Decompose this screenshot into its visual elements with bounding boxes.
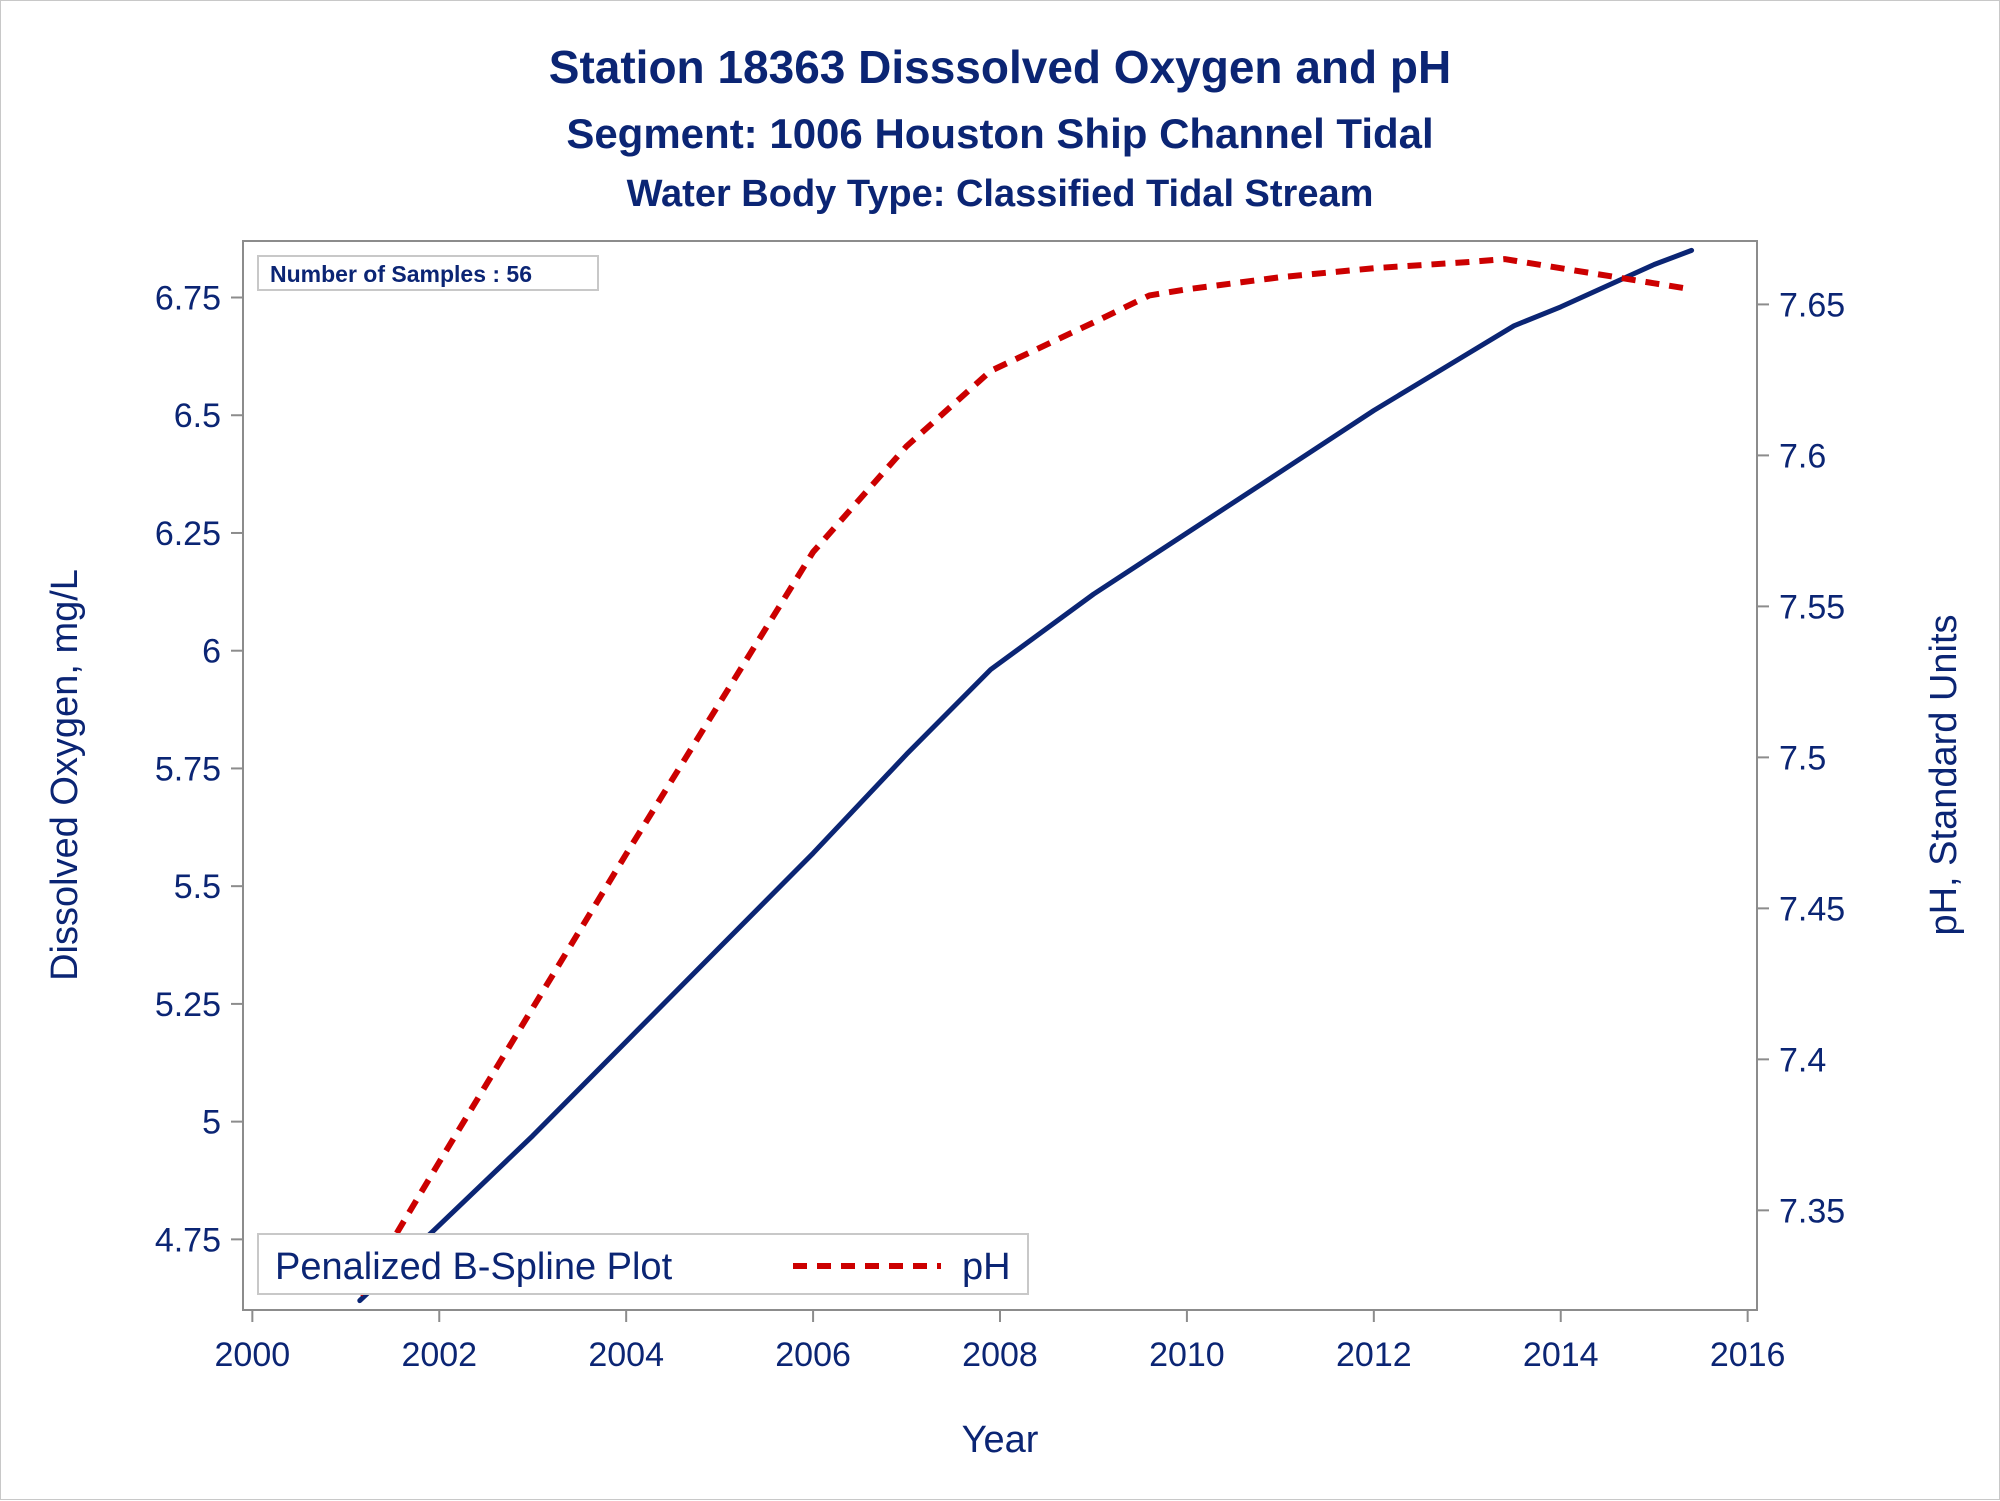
x-axis-label: Year (962, 1419, 1039, 1461)
y-axis-label: Dissolved Oxygen, mg/L (44, 569, 86, 981)
y-tick-label: 4.75 (155, 1221, 221, 1259)
chart-subtitle-2: Water Body Type: Classified Tidal Stream (627, 173, 1374, 215)
sample-count-box (257, 255, 599, 291)
y-tick-label: 5 (202, 1104, 221, 1142)
series-layer (357, 247, 1695, 1304)
y-tick-label: 5.25 (155, 986, 221, 1024)
y-tick-label: 5.5 (174, 868, 221, 906)
dissolved-oxygen-series-line (357, 247, 1695, 1304)
x-tick-label: 2016 (1710, 1336, 1786, 1374)
y-axis-left: 4.75 5 5.25 5.5 5.75 6 6.25 6.5 6.75 (155, 280, 243, 1259)
x-axis: 2000 2002 2004 2006 2008 2010 2012 2014 2016 (215, 1310, 1786, 1374)
y2-tick-label: 7.4 (1779, 1041, 1826, 1079)
ph-series-line (357, 256, 1693, 1297)
x-tick-label: 2004 (588, 1336, 664, 1374)
y-tick-label: 6.5 (174, 397, 221, 435)
legend-title: Penalized B-Spline Plot (275, 1246, 673, 1288)
y-tick-label: 6.75 (155, 280, 221, 318)
y2-tick-label: 7.45 (1779, 890, 1845, 928)
chart-subtitle: Segment: 1006 Houston Ship Channel Tidal (566, 110, 1433, 157)
sample-count-annotation: Number of Samples : 56 (270, 261, 532, 287)
legend-ph-label: pH (962, 1246, 1011, 1288)
y2-tick-label: 7.55 (1779, 588, 1845, 626)
y2-tick-label: 7.35 (1779, 1192, 1845, 1230)
x-tick-label: 2014 (1523, 1336, 1599, 1374)
x-tick-label: 2006 (775, 1336, 851, 1374)
y2-tick-label: 7.65 (1779, 286, 1845, 324)
legend-box (257, 1233, 1029, 1295)
plot-area (242, 240, 1758, 1311)
y-axis-right: 7.35 7.4 7.45 7.5 7.55 7.6 7.65 (1757, 286, 1845, 1230)
x-tick-label: 2012 (1336, 1336, 1412, 1374)
y-tick-label: 6 (202, 633, 221, 671)
y-tick-label: 6.25 (155, 515, 221, 553)
x-tick-label: 2008 (962, 1336, 1038, 1374)
x-tick-label: 2010 (1149, 1336, 1225, 1374)
y-tick-label: 5.75 (155, 750, 221, 788)
y2-axis-label: pH, Standard Units (1923, 614, 1965, 935)
y2-tick-label: 7.6 (1779, 437, 1826, 475)
chart-title: Station 18363 Disssolved Oxygen and pH (549, 41, 1451, 93)
x-tick-label: 2000 (215, 1336, 291, 1374)
x-tick-label: 2002 (401, 1336, 477, 1374)
y2-tick-label: 7.5 (1779, 739, 1826, 777)
